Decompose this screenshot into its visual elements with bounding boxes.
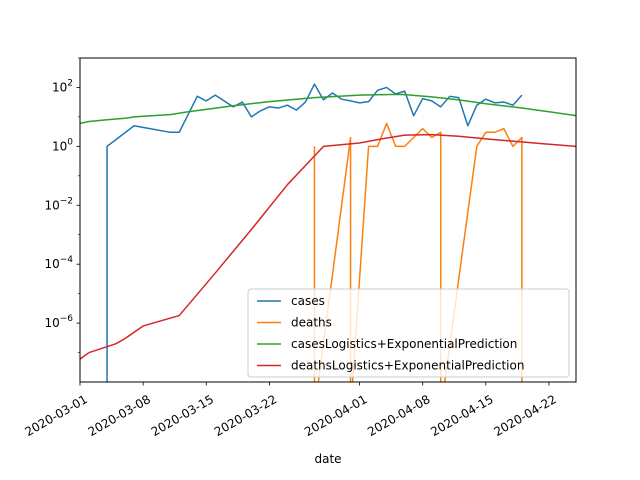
legend-label-3: deathsLogistics+ExponentialPrediction — [291, 359, 524, 373]
y-tick-label: 100 — [52, 137, 73, 153]
y-tick-label: 102 — [52, 78, 73, 94]
plot-frame — [79, 57, 577, 383]
series-line-0 — [106, 83, 523, 382]
y-tick-label: 10−4 — [44, 255, 73, 271]
y-tick-label: 10−2 — [44, 196, 73, 212]
legend-label-1: deaths — [291, 316, 332, 330]
legend-label-0: cases — [291, 294, 325, 308]
legend-label-2: casesLogistics+ExponentialPrediction — [291, 337, 517, 351]
legend-box — [247, 288, 570, 378]
legend: cases deaths casesLogistics+ExponentialPre… — [247, 288, 570, 378]
y-axis: 10−6 10−4 10−2 100 102 — [44, 57, 80, 353]
x-axis-label: date — [314, 452, 341, 466]
series-line-3 — [80, 133, 576, 360]
series-line-2 — [80, 93, 576, 125]
y-tick-label: 10−6 — [44, 314, 73, 330]
